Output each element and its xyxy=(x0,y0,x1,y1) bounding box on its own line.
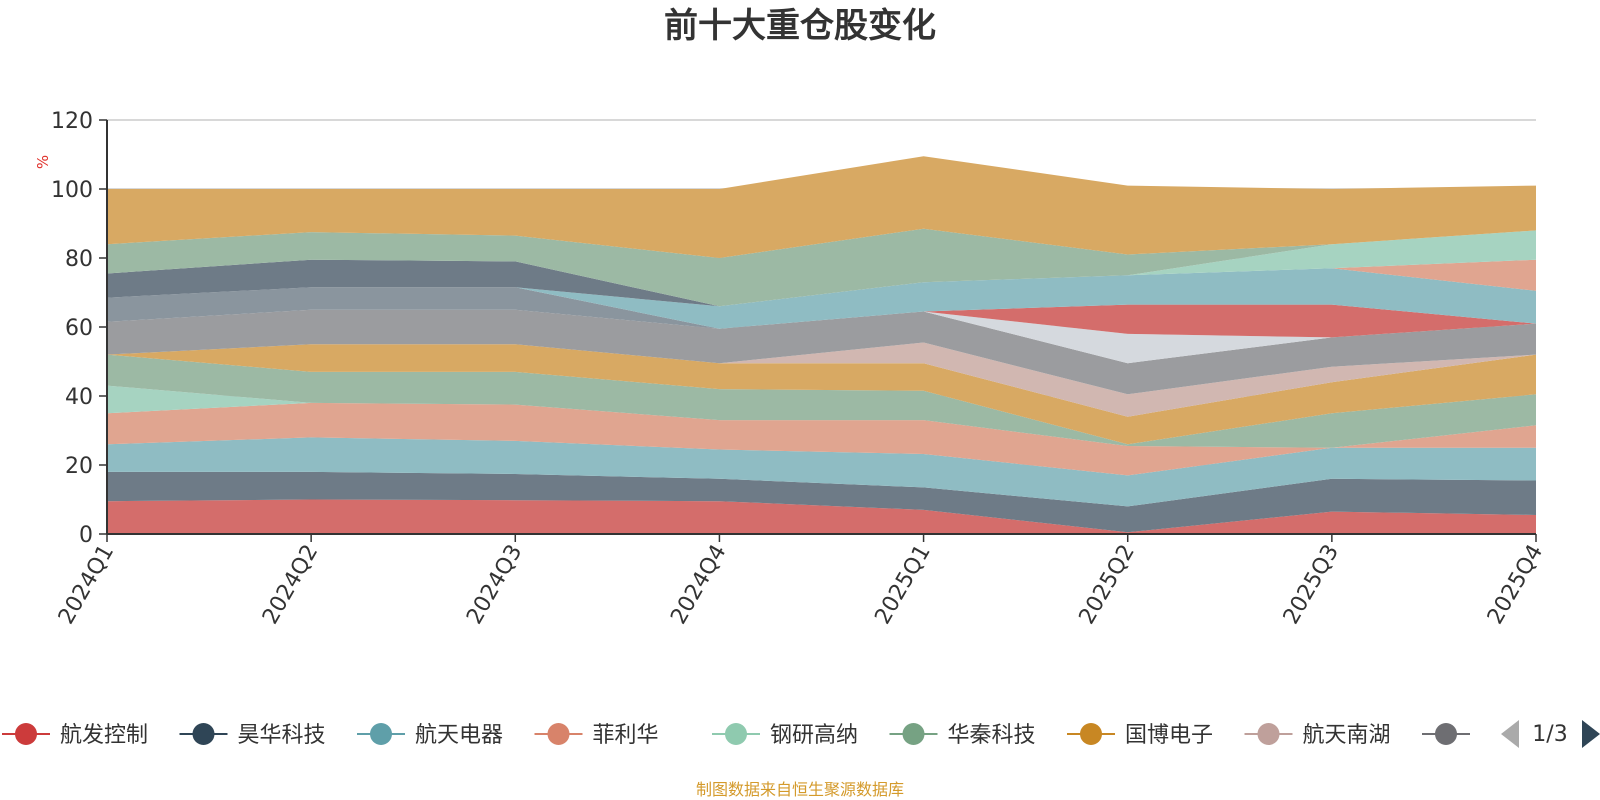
legend-item[interactable]: 昊华科技 xyxy=(179,723,326,748)
legend-label: 钢研高纳 xyxy=(770,723,858,748)
area-series-9 xyxy=(107,309,1536,395)
y-tick-label: 60 xyxy=(65,316,93,341)
legend-item[interactable]: 华秦科技 xyxy=(889,723,1036,748)
y-tick-label: 80 xyxy=(65,247,93,272)
x-tick-label: 2024Q4 xyxy=(666,541,731,629)
legend-label: 昊华科技 xyxy=(238,723,326,748)
area-series-13 xyxy=(107,268,1536,329)
area-series-1 xyxy=(107,499,1536,534)
legend-item[interactable]: 航天南湖 xyxy=(1244,723,1391,748)
y-tick-label: 40 xyxy=(65,385,93,410)
legend-page-indicator: 1/3 xyxy=(1532,722,1567,747)
area-series-3 xyxy=(107,437,1536,507)
legend-item[interactable]: 中航光电 xyxy=(1422,723,1568,748)
y-axis-unit: % xyxy=(34,155,52,169)
chart-title: 前十大重仓股变化 xyxy=(664,6,936,46)
area-series-16 xyxy=(107,230,1536,307)
y-tick-label: 120 xyxy=(51,109,93,134)
legend-prev-arrow-icon[interactable] xyxy=(1501,720,1519,748)
x-tick-label: 2025Q2 xyxy=(1075,541,1140,629)
legend-marker-icon xyxy=(902,723,925,745)
legend-marker-icon xyxy=(725,723,747,745)
legend-marker-icon xyxy=(192,723,215,745)
area-series-6 xyxy=(107,354,1536,448)
area-series-4 xyxy=(107,402,1536,476)
legend-item[interactable]: 钢研高纳 xyxy=(712,723,858,748)
legend-marker-icon xyxy=(1080,723,1102,745)
area-series-group xyxy=(107,156,1536,534)
x-tick-label: 2025Q3 xyxy=(1279,541,1344,629)
area-series-10 xyxy=(107,309,1536,364)
legend[interactable]: 航发控制 昊华科技 航天电器 菲利华 钢研高纳 华秦科技 国博电子 航天南湖 中航光电 xyxy=(2,723,1568,748)
y-tick-label: 20 xyxy=(65,454,93,479)
legend-marker-icon xyxy=(370,723,392,745)
area-series-17 xyxy=(107,228,1536,307)
area-series-15 xyxy=(107,259,1536,307)
legend-item[interactable]: 航天电器 xyxy=(357,723,503,748)
legend-label: 航发控制 xyxy=(60,723,148,748)
legend-marker-icon xyxy=(1435,723,1457,745)
x-tick-label: 2025Q4 xyxy=(1483,541,1548,629)
legend-label: 菲利华 xyxy=(593,723,659,748)
legend-marker-icon xyxy=(547,723,570,745)
x-tick-label: 2024Q3 xyxy=(462,541,527,629)
x-tick-label: 2025Q1 xyxy=(870,541,935,629)
area-series-2 xyxy=(107,471,1536,533)
area-series-12 xyxy=(107,287,1536,329)
area-series-7 xyxy=(107,344,1536,445)
legend-label: 国博电子 xyxy=(1125,723,1213,748)
legend-label: 华秦科技 xyxy=(948,723,1036,748)
y-tick-label: 0 xyxy=(79,523,93,548)
legend-label: 航天南湖 xyxy=(1303,723,1391,748)
legend-item[interactable]: 国博电子 xyxy=(1067,723,1213,748)
legend-item[interactable]: 菲利华 xyxy=(534,723,659,748)
legend-label: 航天电器 xyxy=(415,723,503,748)
x-tick-label: 2024Q2 xyxy=(258,541,323,629)
legend-marker-icon xyxy=(1257,723,1280,745)
legend-pager: 1/3 xyxy=(1501,720,1600,748)
y-tick-label: 100 xyxy=(51,178,93,203)
area-series-8 xyxy=(107,342,1536,417)
footer-source: 制图数据来自恒生聚源数据库 xyxy=(696,780,904,799)
legend-marker-icon xyxy=(15,723,37,745)
area-series-18 xyxy=(107,156,1536,258)
legend-next-arrow-icon[interactable] xyxy=(1582,720,1600,748)
legend-item[interactable]: 航发控制 xyxy=(2,723,148,748)
x-tick-label: 2024Q1 xyxy=(54,541,119,629)
area-series-11 xyxy=(107,304,1536,338)
